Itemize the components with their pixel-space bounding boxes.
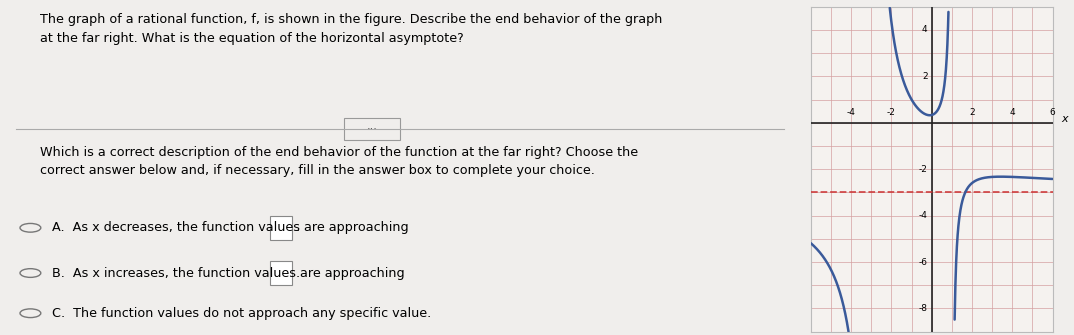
Text: B.  As x increases, the function values are approaching: B. As x increases, the function values a…	[52, 267, 405, 279]
Text: 2: 2	[969, 108, 975, 117]
Text: -8: -8	[918, 304, 928, 313]
Text: 4: 4	[923, 25, 928, 35]
Text: Which is a correct description of the end behavior of the function at the far ri: Which is a correct description of the en…	[40, 146, 638, 177]
Text: .: .	[295, 267, 300, 279]
Text: -4: -4	[846, 108, 856, 117]
Text: 2: 2	[923, 72, 928, 81]
Text: A.  As x decreases, the function values are approaching: A. As x decreases, the function values a…	[52, 221, 408, 234]
Bar	[344, 118, 401, 140]
Text: -6: -6	[918, 258, 928, 267]
Text: The graph of a rational function, f, is shown in the figure. Describe the end be: The graph of a rational function, f, is …	[40, 13, 663, 45]
Text: ···: ···	[366, 124, 377, 134]
Text: 6: 6	[1049, 108, 1056, 117]
Text: -4: -4	[918, 211, 928, 220]
Text: .: .	[295, 221, 300, 234]
Text: x: x	[1061, 114, 1068, 124]
Text: C.  The function values do not approach any specific value.: C. The function values do not approach a…	[52, 307, 432, 320]
Text: -2: -2	[918, 165, 928, 174]
Text: -2: -2	[887, 108, 896, 117]
Bar	[270, 216, 292, 240]
Text: 4: 4	[1010, 108, 1015, 117]
Bar	[270, 261, 292, 285]
